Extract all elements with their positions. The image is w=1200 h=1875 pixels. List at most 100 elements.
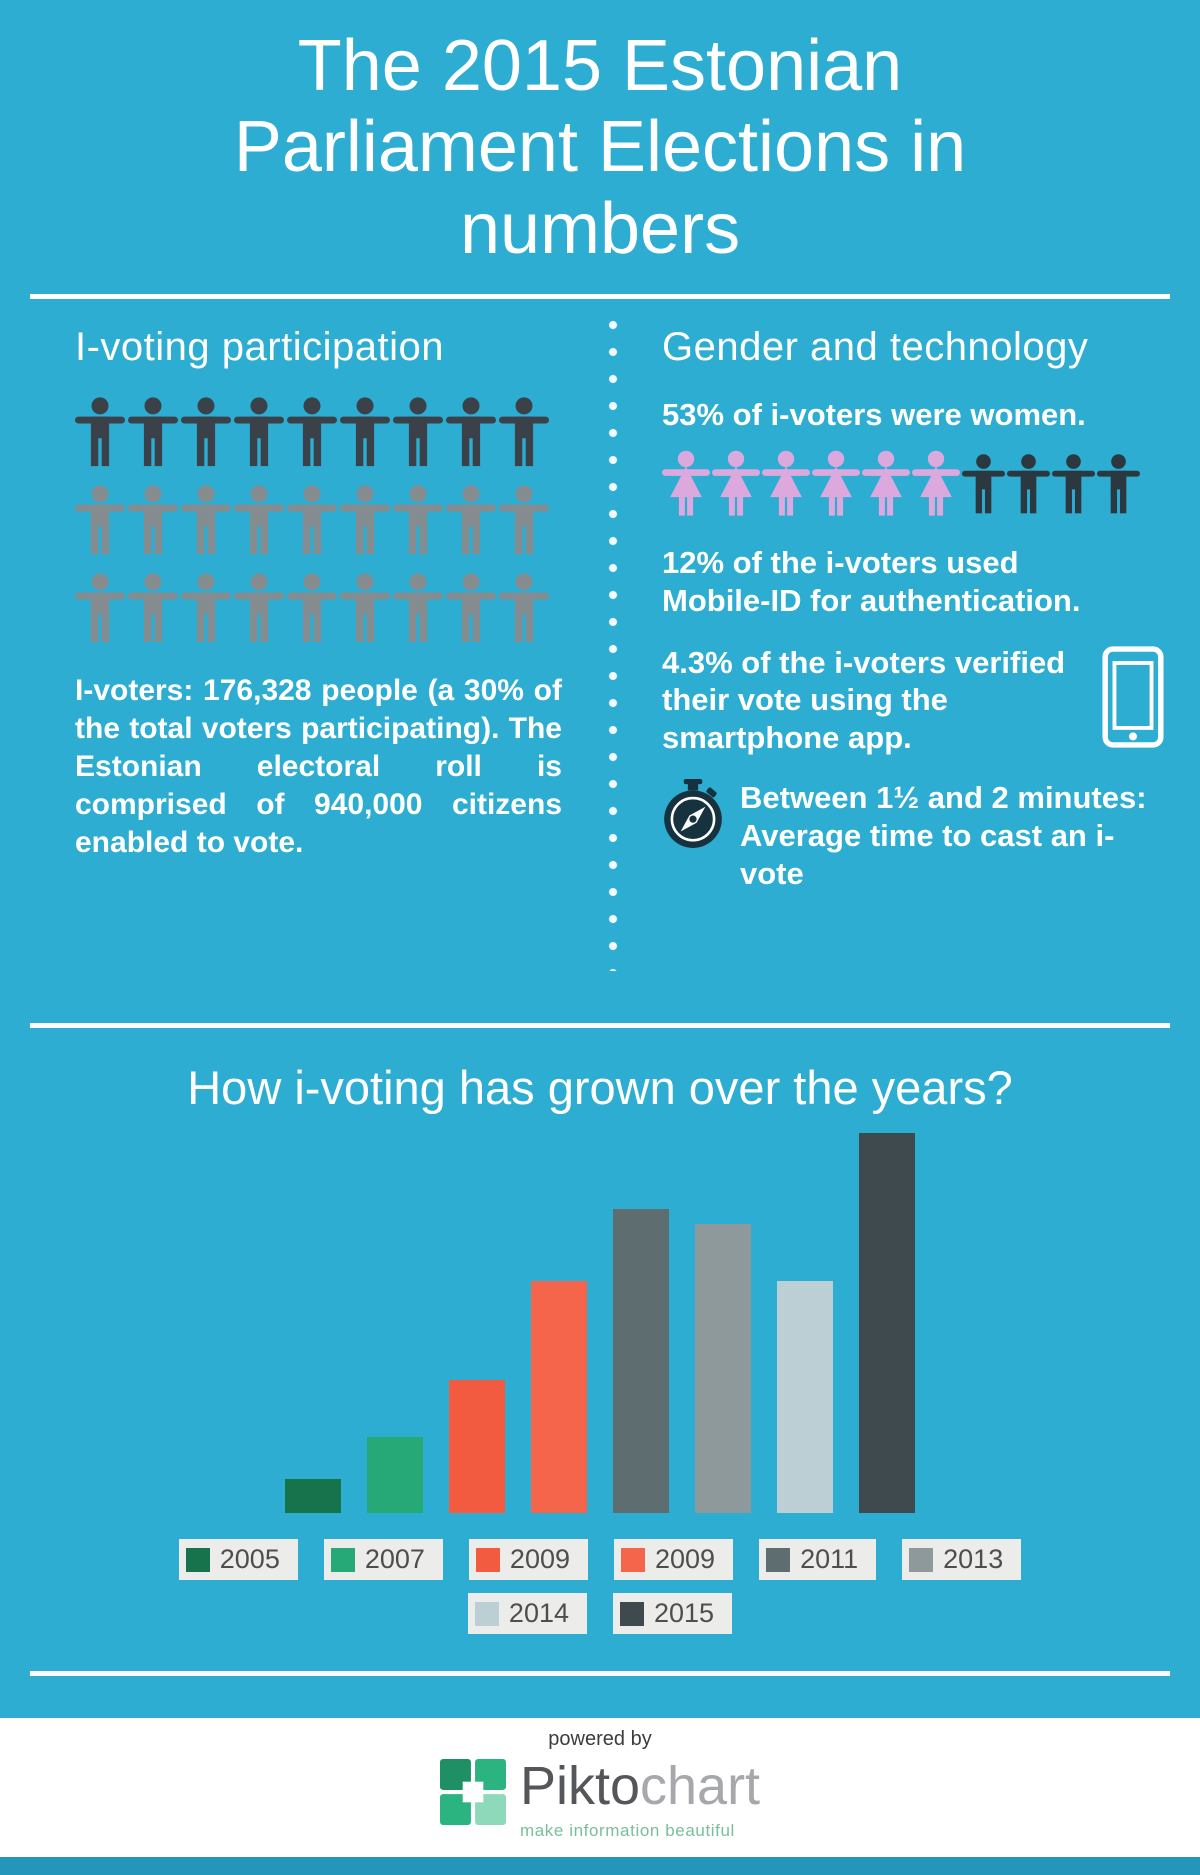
title-line-2: Parliament Elections in (233, 107, 967, 188)
legend-swatch (475, 1547, 500, 1572)
legend-swatch (909, 1547, 934, 1572)
person-icon (393, 396, 443, 468)
page-title: The 2015 Estonian Parliament Elections i… (0, 26, 1200, 270)
person-icon (181, 572, 231, 644)
verify-stat-row: 4.3% of the i-voters verified their vote… (662, 644, 1170, 757)
stats-section: I-voting participation I-voters: 176,328… (0, 299, 1200, 999)
people-row (75, 396, 590, 468)
footer: powered by Piktochart make information b… (0, 1718, 1200, 1875)
person-icon (340, 396, 390, 468)
legend-swatch (620, 1601, 644, 1626)
legend-swatch (330, 1547, 355, 1572)
legend-item: 2014 (467, 1593, 587, 1635)
chart-legend: 2005 2007 2009 2009 2011 2013 2014 2015 (0, 1539, 1200, 1647)
person-icon (181, 484, 231, 556)
mobile-id-stat: 12% of the i-voters used Mobile-ID for a… (662, 544, 1081, 618)
legend-item: 2011 (759, 1539, 877, 1581)
legend-item: 2005 (178, 1539, 298, 1581)
bar-2009 (531, 1281, 587, 1514)
legend-label: 2014 (508, 1598, 569, 1629)
legend-row: 2014 2015 (0, 1593, 1200, 1635)
legend-swatch (474, 1601, 499, 1626)
legend-swatch (185, 1547, 210, 1572)
piktochart-logo: Piktochart make information beautiful (439, 1759, 760, 1841)
person-icon (499, 396, 549, 468)
title-line-3: numbers (459, 188, 741, 269)
gender-tech-section: Gender and technology 53% of i-voters we… (590, 325, 1170, 999)
female-person-icon (912, 448, 960, 520)
participation-grid (75, 396, 590, 644)
legend-item: 2007 (323, 1539, 443, 1581)
legend-swatch (766, 1547, 791, 1572)
bar-2014 (777, 1281, 833, 1514)
footer-strip (0, 1857, 1200, 1875)
time-stat: Between 1½ and 2 minutes: Average time t… (740, 779, 1160, 892)
people-row (75, 484, 590, 556)
male-person-icon (1097, 448, 1140, 520)
person-icon (446, 572, 496, 644)
person-icon (234, 572, 284, 644)
person-icon (499, 484, 549, 556)
people-row (75, 572, 590, 644)
person-icon (234, 396, 284, 468)
piktochart-wordmark: Piktochart make information beautiful (520, 1759, 760, 1841)
participation-body: I-voters: 176,328 people (a 30% of the t… (75, 674, 562, 860)
female-person-icon (662, 448, 710, 520)
section-divider-bottom (30, 1671, 1170, 1677)
verify-stat: 4.3% of the i-voters verified their vote… (662, 644, 1066, 756)
legend-item: 2009 (614, 1539, 734, 1581)
legend-swatch (621, 1547, 645, 1572)
bar-chart (0, 1131, 1200, 1514)
title-line-1: The 2015 Estonian (297, 26, 903, 106)
person-icon (234, 484, 284, 556)
time-stat-line-2: Average time to cast an i-vote (740, 817, 1115, 891)
legend-label: 2007 (364, 1544, 425, 1575)
legend-label: 2005 (219, 1544, 280, 1575)
stopwatch-icon (664, 778, 722, 848)
gender-tech-heading: Gender and technology (662, 325, 1089, 370)
person-icon (75, 396, 125, 468)
male-person-icon (962, 448, 1005, 520)
bar-2005 (285, 1479, 341, 1514)
male-person-icon (1052, 448, 1095, 520)
person-icon (393, 484, 443, 556)
person-icon (287, 484, 337, 556)
bar-2015 (859, 1133, 915, 1514)
brand-tagline: make information beautiful (519, 1821, 735, 1840)
legend-item: 2009 (468, 1539, 588, 1581)
women-stat: 53% of i-voters were women. (662, 397, 1086, 433)
bar-2009 (449, 1380, 505, 1514)
legend-row: 2005 2007 2009 2009 2011 2013 (0, 1539, 1200, 1581)
female-person-icon (812, 448, 860, 520)
female-person-icon (862, 448, 910, 520)
person-icon (128, 484, 178, 556)
legend-label: 2013 (943, 1544, 1004, 1575)
person-icon (446, 484, 496, 556)
brand-text: Piktochart (520, 1759, 760, 1813)
dotted-divider (608, 317, 618, 972)
brand-text-bold: Pikto (519, 1756, 640, 1816)
time-stat-row: Between 1½ and 2 minutes: Average time t… (662, 778, 1170, 892)
person-icon (128, 396, 178, 468)
person-icon (75, 572, 125, 644)
person-icon (287, 396, 337, 468)
footer-branding: powered by Piktochart make information b… (0, 1718, 1200, 1857)
male-person-icon (1007, 448, 1050, 520)
section-divider-middle (30, 1023, 1170, 1029)
brand-text-light: chart (640, 1756, 761, 1816)
smartphone-icon (1102, 645, 1164, 748)
legend-label: 2009 (655, 1544, 716, 1575)
legend-label: 2009 (509, 1544, 570, 1575)
person-icon (128, 572, 178, 644)
piktochart-logo-icon (439, 1759, 506, 1825)
legend-label: 2015 (654, 1598, 715, 1629)
person-icon (340, 484, 390, 556)
time-stat-line-1: Between 1½ and 2 minutes: (740, 779, 1147, 815)
person-icon (287, 572, 337, 644)
legend-item: 2015 (613, 1593, 733, 1635)
female-person-icon (712, 448, 760, 520)
legend-item: 2013 (902, 1539, 1022, 1581)
person-icon (446, 396, 496, 468)
person-icon (75, 484, 125, 556)
